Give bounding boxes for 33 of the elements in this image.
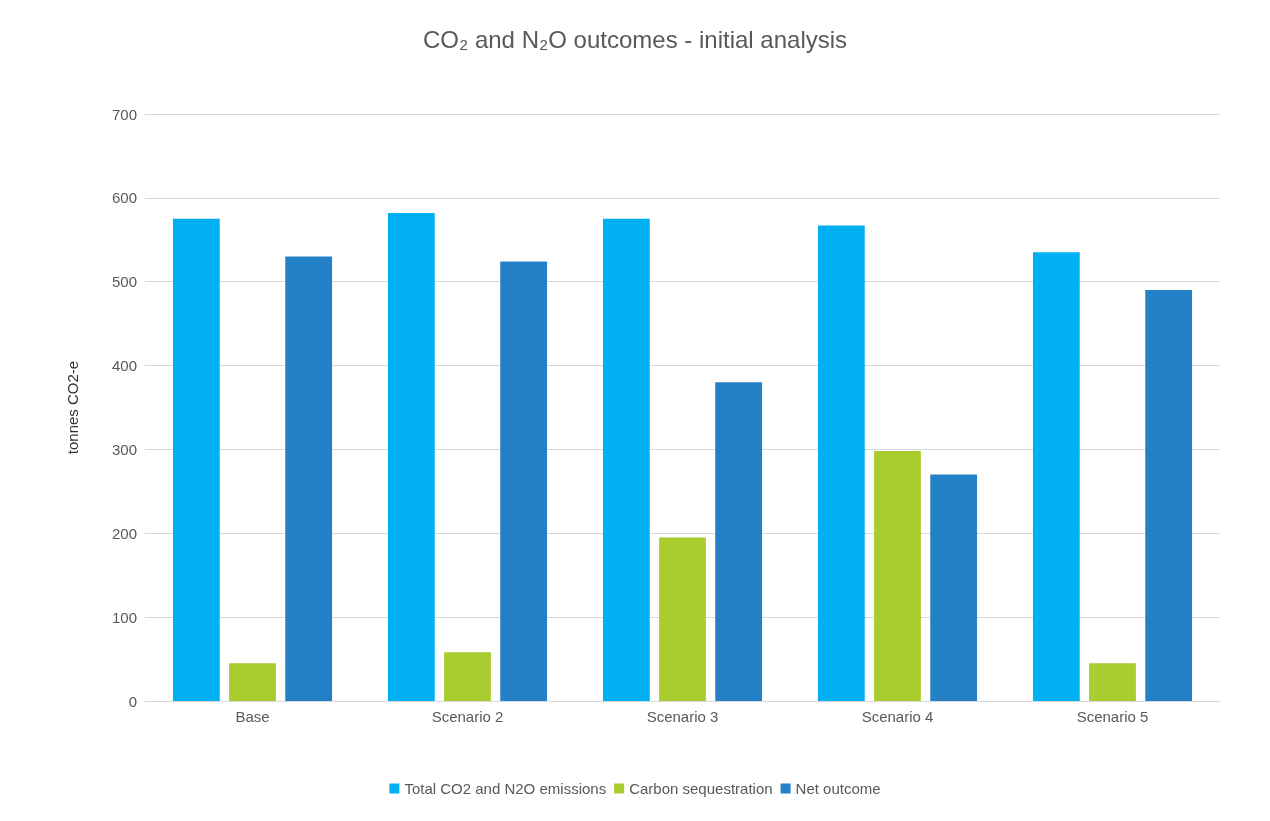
y-tick-label: 500 (111, 273, 137, 291)
bar (1145, 290, 1193, 701)
y-tick-label: 200 (111, 524, 137, 542)
bar (602, 218, 650, 701)
bar (874, 451, 921, 701)
y-tick-label: 100 (111, 608, 137, 626)
x-tick-label: Base (235, 708, 270, 725)
legend-label: Total CO2 and N2O emissions (404, 780, 607, 797)
y-tick-label: 0 (128, 692, 137, 710)
bar (715, 382, 763, 701)
bar (229, 663, 276, 701)
x-tick-label: Scenario 2 (431, 708, 504, 725)
bar (172, 218, 220, 701)
bar (817, 225, 865, 701)
y-tick-label: 700 (111, 105, 137, 123)
legend-label: Net outcome (795, 780, 881, 797)
y-tick-label: 600 (111, 189, 137, 207)
bar (930, 474, 978, 701)
x-tick-label: Scenario 3 (646, 708, 719, 725)
bar (285, 256, 333, 701)
y-tick-label: 300 (111, 440, 137, 458)
bar (500, 261, 548, 701)
bar (1032, 252, 1080, 701)
bar (444, 652, 491, 701)
legend-label: Carbon sequestration (629, 780, 773, 797)
bar (659, 537, 706, 701)
x-tick-label: Scenario 4 (861, 708, 934, 725)
bar (1089, 663, 1136, 701)
y-tick-label: 400 (111, 357, 137, 375)
chart-title: CO₂ and N₂O outcomes - initial analysis (422, 25, 848, 53)
bar (387, 212, 435, 701)
x-tick-label: Scenario 5 (1076, 708, 1149, 725)
y-axis-title: tonnes CO2-e (64, 360, 81, 455)
